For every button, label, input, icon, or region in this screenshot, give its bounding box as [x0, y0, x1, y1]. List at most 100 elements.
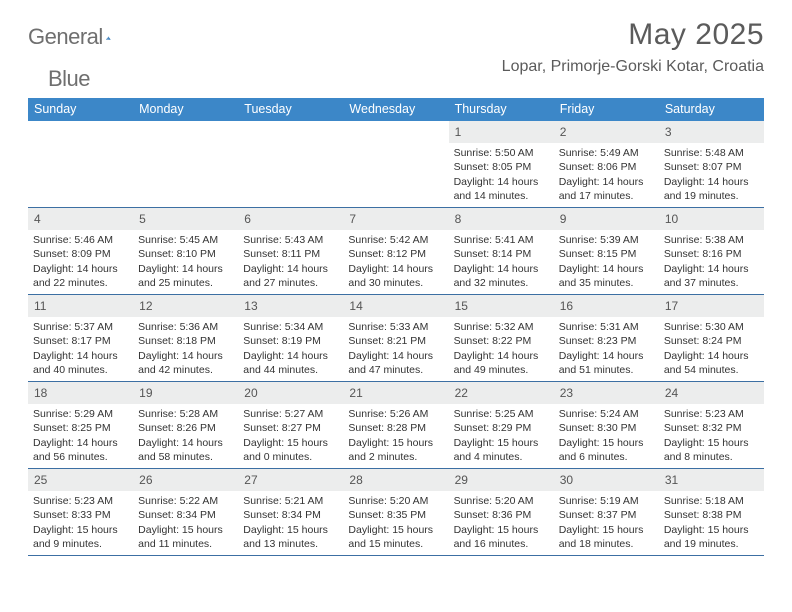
- day-cell: 1 Sunrise: 5:50 AMSunset: 8:05 PMDaylight…: [449, 121, 554, 207]
- sail-icon: [106, 29, 111, 47]
- day-cell: 5Sunrise: 5:45 AMSunset: 8:10 PMDaylight…: [133, 208, 238, 294]
- sunrise-line: Sunrise: 5:31 AM: [559, 320, 654, 334]
- sunrise-line: Sunrise: 5:18 AM: [664, 494, 759, 508]
- day-content: Sunrise: 5:20 AMSunset: 8:36 PMDaylight:…: [449, 491, 554, 555]
- daylight-line: Daylight: 15 hours and 15 minutes.: [348, 523, 443, 551]
- dow-header-row: SundayMondayTuesdayWednesdayThursdayFrid…: [28, 98, 764, 121]
- sunset-line: Sunset: 8:07 PM: [664, 160, 759, 174]
- day-content: Sunrise: 5:23 AMSunset: 8:32 PMDaylight:…: [659, 404, 764, 468]
- day-cell: 15Sunrise: 5:32 AMSunset: 8:22 PMDayligh…: [449, 295, 554, 381]
- sunrise-line: Sunrise: 5:24 AM: [559, 407, 654, 421]
- day-cell: [133, 121, 238, 207]
- day-number: 24: [659, 382, 764, 404]
- day-content: Sunrise: 5:48 AMSunset: 8:07 PMDaylight:…: [659, 143, 764, 207]
- sunset-line: Sunset: 8:34 PM: [138, 508, 233, 522]
- week-row: 11Sunrise: 5:37 AMSunset: 8:17 PMDayligh…: [28, 295, 764, 382]
- sunset-line: Sunset: 8:33 PM: [33, 508, 128, 522]
- sunset-line: Sunset: 8:05 PM: [454, 160, 549, 174]
- brand-word2: Blue: [48, 66, 90, 92]
- day-number: 13: [238, 295, 343, 317]
- sunrise-line: Sunrise: 5:42 AM: [348, 233, 443, 247]
- day-content: Sunrise: 5:37 AMSunset: 8:17 PMDaylight:…: [28, 317, 133, 381]
- day-cell: 13Sunrise: 5:34 AMSunset: 8:19 PMDayligh…: [238, 295, 343, 381]
- sunrise-line: Sunrise: 5:20 AM: [348, 494, 443, 508]
- sunset-line: Sunset: 8:38 PM: [664, 508, 759, 522]
- day-number: 19: [133, 382, 238, 404]
- sunrise-line: Sunrise: 5:30 AM: [664, 320, 759, 334]
- daylight-line: Daylight: 14 hours and 44 minutes.: [243, 349, 338, 377]
- day-cell: 20Sunrise: 5:27 AMSunset: 8:27 PMDayligh…: [238, 382, 343, 468]
- day-number: 6: [238, 208, 343, 230]
- daylight-line: Daylight: 14 hours and 22 minutes.: [33, 262, 128, 290]
- day-number: 1: [449, 121, 554, 143]
- daylight-line: Daylight: 15 hours and 4 minutes.: [454, 436, 549, 464]
- daylight-line: Daylight: 14 hours and 17 minutes.: [559, 175, 654, 203]
- sunset-line: Sunset: 8:18 PM: [138, 334, 233, 348]
- daylight-line: Daylight: 14 hours and 51 minutes.: [559, 349, 654, 377]
- daylight-line: Daylight: 14 hours and 47 minutes.: [348, 349, 443, 377]
- sunset-line: Sunset: 8:11 PM: [243, 247, 338, 261]
- day-content: Sunrise: 5:39 AMSunset: 8:15 PMDaylight:…: [554, 230, 659, 294]
- sunrise-line: Sunrise: 5:37 AM: [33, 320, 128, 334]
- sunrise-line: Sunrise: 5:45 AM: [138, 233, 233, 247]
- sunset-line: Sunset: 8:21 PM: [348, 334, 443, 348]
- day-number: 5: [133, 208, 238, 230]
- sunrise-line: Sunrise: 5:23 AM: [664, 407, 759, 421]
- week-row: 18Sunrise: 5:29 AMSunset: 8:25 PMDayligh…: [28, 382, 764, 469]
- day-number: 8: [449, 208, 554, 230]
- day-cell: 9Sunrise: 5:39 AMSunset: 8:15 PMDaylight…: [554, 208, 659, 294]
- sunrise-line: Sunrise: 5:19 AM: [559, 494, 654, 508]
- daylight-line: Daylight: 15 hours and 19 minutes.: [664, 523, 759, 551]
- dow-cell-wednesday: Wednesday: [343, 98, 448, 121]
- day-content: Sunrise: 5:20 AMSunset: 8:35 PMDaylight:…: [343, 491, 448, 555]
- day-cell: 31Sunrise: 5:18 AMSunset: 8:38 PMDayligh…: [659, 469, 764, 555]
- daylight-line: Daylight: 14 hours and 35 minutes.: [559, 262, 654, 290]
- day-cell: 17Sunrise: 5:30 AMSunset: 8:24 PMDayligh…: [659, 295, 764, 381]
- day-cell: 24Sunrise: 5:23 AMSunset: 8:32 PMDayligh…: [659, 382, 764, 468]
- dow-cell-friday: Friday: [554, 98, 659, 121]
- day-number: 7: [343, 208, 448, 230]
- calendar-grid: SundayMondayTuesdayWednesdayThursdayFrid…: [28, 98, 764, 556]
- day-content: Sunrise: 5:34 AMSunset: 8:19 PMDaylight:…: [238, 317, 343, 381]
- day-cell: 4Sunrise: 5:46 AMSunset: 8:09 PMDaylight…: [28, 208, 133, 294]
- sunset-line: Sunset: 8:29 PM: [454, 421, 549, 435]
- sunrise-line: Sunrise: 5:32 AM: [454, 320, 549, 334]
- month-title: May 2025: [502, 18, 764, 52]
- sunset-line: Sunset: 8:32 PM: [664, 421, 759, 435]
- sunrise-line: Sunrise: 5:49 AM: [559, 146, 654, 160]
- sunrise-line: Sunrise: 5:50 AM: [454, 146, 549, 160]
- day-content: Sunrise: 5:45 AMSunset: 8:10 PMDaylight:…: [133, 230, 238, 294]
- daylight-line: Daylight: 14 hours and 14 minutes.: [454, 175, 549, 203]
- daylight-line: Daylight: 14 hours and 30 minutes.: [348, 262, 443, 290]
- brand-word1: General: [28, 24, 103, 50]
- day-cell: 12Sunrise: 5:36 AMSunset: 8:18 PMDayligh…: [133, 295, 238, 381]
- daylight-line: Daylight: 14 hours and 58 minutes.: [138, 436, 233, 464]
- sunset-line: Sunset: 8:10 PM: [138, 247, 233, 261]
- day-content: Sunrise: 5:19 AMSunset: 8:37 PMDaylight:…: [554, 491, 659, 555]
- day-content: Sunrise: 5:22 AMSunset: 8:34 PMDaylight:…: [133, 491, 238, 555]
- daylight-line: Daylight: 15 hours and 18 minutes.: [559, 523, 654, 551]
- day-content: Sunrise: 5:46 AMSunset: 8:09 PMDaylight:…: [28, 230, 133, 294]
- day-cell: 16Sunrise: 5:31 AMSunset: 8:23 PMDayligh…: [554, 295, 659, 381]
- day-content: Sunrise: 5:30 AMSunset: 8:24 PMDaylight:…: [659, 317, 764, 381]
- day-number: 16: [554, 295, 659, 317]
- sunset-line: Sunset: 8:30 PM: [559, 421, 654, 435]
- sunset-line: Sunset: 8:15 PM: [559, 247, 654, 261]
- day-content: Sunrise: 5:18 AMSunset: 8:38 PMDaylight:…: [659, 491, 764, 555]
- sunset-line: Sunset: 8:37 PM: [559, 508, 654, 522]
- day-cell: 27Sunrise: 5:21 AMSunset: 8:34 PMDayligh…: [238, 469, 343, 555]
- day-cell: [343, 121, 448, 207]
- daylight-line: Daylight: 14 hours and 42 minutes.: [138, 349, 233, 377]
- daylight-line: Daylight: 14 hours and 56 minutes.: [33, 436, 128, 464]
- dow-cell-monday: Monday: [133, 98, 238, 121]
- day-content: Sunrise: 5:29 AMSunset: 8:25 PMDaylight:…: [28, 404, 133, 468]
- day-cell: 23Sunrise: 5:24 AMSunset: 8:30 PMDayligh…: [554, 382, 659, 468]
- day-content: Sunrise: 5:23 AMSunset: 8:33 PMDaylight:…: [28, 491, 133, 555]
- sunset-line: Sunset: 8:34 PM: [243, 508, 338, 522]
- daylight-line: Daylight: 15 hours and 2 minutes.: [348, 436, 443, 464]
- day-number: 2: [554, 121, 659, 143]
- sunset-line: Sunset: 8:25 PM: [33, 421, 128, 435]
- sunset-line: Sunset: 8:09 PM: [33, 247, 128, 261]
- daylight-line: Daylight: 14 hours and 32 minutes.: [454, 262, 549, 290]
- daylight-line: Daylight: 15 hours and 16 minutes.: [454, 523, 549, 551]
